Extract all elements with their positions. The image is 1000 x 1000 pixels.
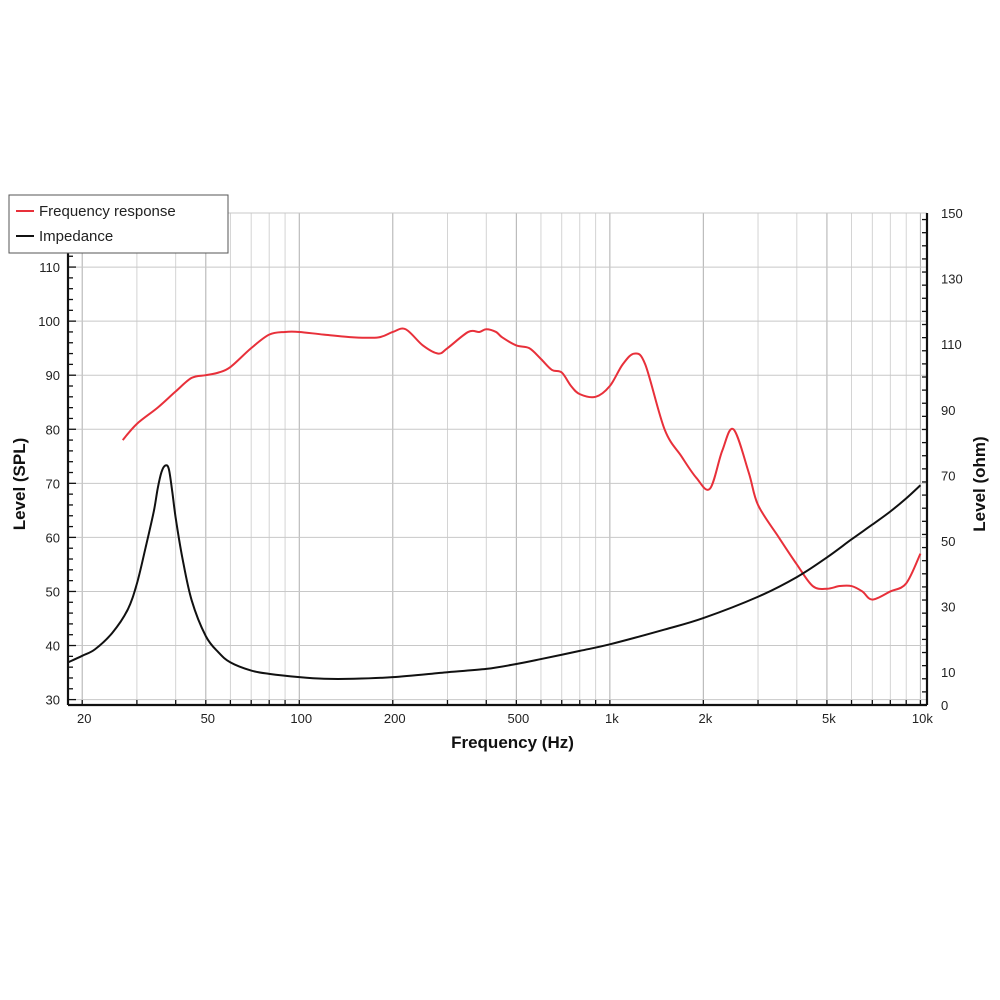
x-tick-label-500: 500 [508, 711, 530, 726]
legend: Frequency response Impedance [8, 194, 229, 254]
y-left-tick-label-70: 70 [46, 476, 60, 491]
y-right-tick-label-50: 50 [941, 534, 955, 549]
series-line-impedance [68, 464, 922, 680]
legend-box [8, 194, 229, 254]
y-left-tick-label-60: 60 [46, 530, 60, 545]
y-left-tick-label-110: 110 [39, 260, 60, 275]
x-tick-label-10k: 10k [912, 711, 933, 726]
tick-labels: 20 50 100 200 500 1k 2k 5k 10k304050607080901001… [38, 206, 962, 726]
y-right-tick-label-90: 90 [941, 403, 955, 418]
y-right-tick-label-30: 30 [941, 600, 955, 615]
x-tick-label-5k: 5k [822, 711, 836, 726]
series-layer [68, 327, 922, 680]
x-tick-label-1k: 1k [605, 711, 619, 726]
axes [66, 212, 929, 707]
y-right-tick-label-0: 0 [941, 698, 948, 713]
minor-gridlines [136, 213, 907, 705]
y-left-tick-label-100: 100 [38, 314, 60, 329]
x-tick-label-2k: 2k [698, 711, 712, 726]
y-right-tick-label-10: 10 [941, 665, 955, 680]
x-tick-label-200: 200 [384, 711, 406, 726]
y-right-tick-label-130: 130 [941, 272, 963, 287]
x-tick-label-50: 50 [201, 711, 215, 726]
y-left-tick-label-30: 30 [46, 693, 60, 708]
x-tick-label-100: 100 [290, 711, 312, 726]
y-axis-right-title: Level (ohm) [970, 436, 989, 531]
x-tick-label-20: 20 [77, 711, 91, 726]
y-left-tick-label-40: 40 [46, 639, 60, 654]
major-gridlines [68, 212, 927, 705]
y-axis-left-title: Level (SPL) [10, 438, 29, 531]
y-right-tick-label-150: 150 [941, 206, 963, 221]
y-right-tick-label-70: 70 [941, 468, 955, 483]
y-left-tick-label-90: 90 [46, 368, 60, 383]
y-right-tick-label-110: 110 [941, 337, 962, 352]
legend-label-frequency-response: Frequency response [39, 203, 176, 220]
x-axis-title: Frequency (Hz) [451, 733, 574, 752]
legend-label-impedance: Impedance [39, 228, 113, 245]
y-left-tick-label-80: 80 [46, 422, 60, 437]
y-left-tick-label-50: 50 [46, 584, 60, 599]
series-line-frequency-response [121, 327, 922, 601]
